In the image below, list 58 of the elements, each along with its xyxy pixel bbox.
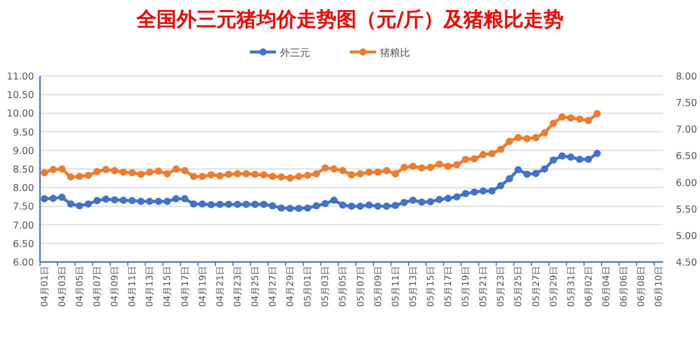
x-tick-label: 04月03日 [58,266,68,307]
x-tick-label: 05月11日 [391,266,402,307]
y-tick-label: 9.00 [12,146,34,157]
x-tick-label: 04月05日 [75,266,86,307]
x-tick-label: 05月27日 [532,266,542,307]
chart-title: 全国外三元猪均价走势图（元/斤）及猪粮比走势 [135,7,564,31]
y-tick-label: 7.00 [12,220,34,232]
x-tick-label: 04月17日 [180,266,191,307]
x-tick-label: 04月11日 [128,266,138,307]
y-tick-label: 8.50 [12,164,34,176]
y2-tick-label: 6.00 [676,178,697,189]
x-tick-label: 06月04日 [602,266,612,307]
y2-tick-label: 8.00 [676,72,697,82]
x-tick-label: 04月25日 [250,266,261,307]
x-tick-label: 04月23日 [233,266,244,307]
x-tick-label: 06月02日 [584,266,594,307]
y-tick-label: 11.00 [6,72,34,82]
x-tick-label: 04月13日 [146,266,156,307]
x-tick-label: 05月09日 [374,266,384,307]
y-tick-label: 10.50 [6,90,34,102]
x-tick-label: 05月29日 [549,266,560,307]
x-tick-label: 06月06日 [620,266,630,307]
y2-tick-label: 6.50 [676,151,697,162]
y-tick-label: 8.00 [12,183,34,194]
y-tick-label: 6.00 [12,258,34,268]
x-tick-label: 04月01日 [40,266,50,307]
x-tick-label: 05月01日 [304,266,314,307]
x-tick-label: 04月21日 [216,266,226,307]
x-tick-label: 04月29日 [286,266,296,307]
legend-label: 猪粮比 [380,47,410,59]
x-tick-label: 05月19日 [462,266,472,307]
y2-tick-label: 7.50 [676,98,697,110]
y2-tick-label: 5.00 [676,230,697,242]
y2-tick-label: 7.00 [676,124,697,136]
x-tick-label: 05月07日 [356,266,366,307]
x-tick-label: 05月03日 [321,266,332,307]
x-tick-label: 05月13日 [408,266,419,307]
y-tick-label: 6.50 [12,238,34,250]
x-tick-label: 06月08日 [637,266,648,307]
y2-tick-label: 4.50 [676,258,697,268]
x-tick-label: 05月31日 [566,266,577,307]
x-tick-label: 04月09日 [110,266,121,307]
x-tick-label: 04月07日 [93,266,104,307]
x-tick-label: 05月21日 [479,266,490,307]
y-tick-label: 9.50 [12,127,34,138]
legend-label: 外三元 [280,48,310,59]
x-tick-label: 05月05日 [338,266,349,307]
x-tick-label: 04月19日 [198,266,208,307]
x-tick-label: 05月25日 [514,266,524,307]
y2-tick-label: 5.50 [676,204,697,216]
x-tick-label: 05月17日 [444,266,454,307]
x-tick-label: 04月15日 [163,266,174,307]
x-tick-label: 06月10日 [654,266,665,307]
y-tick-label: 10.00 [6,108,34,120]
x-tick-label: 04月27日 [268,266,279,307]
x-tick-label: 05月15日 [426,266,436,307]
x-tick-label: 05月23日 [496,266,507,307]
y-tick-label: 7.50 [12,202,34,213]
